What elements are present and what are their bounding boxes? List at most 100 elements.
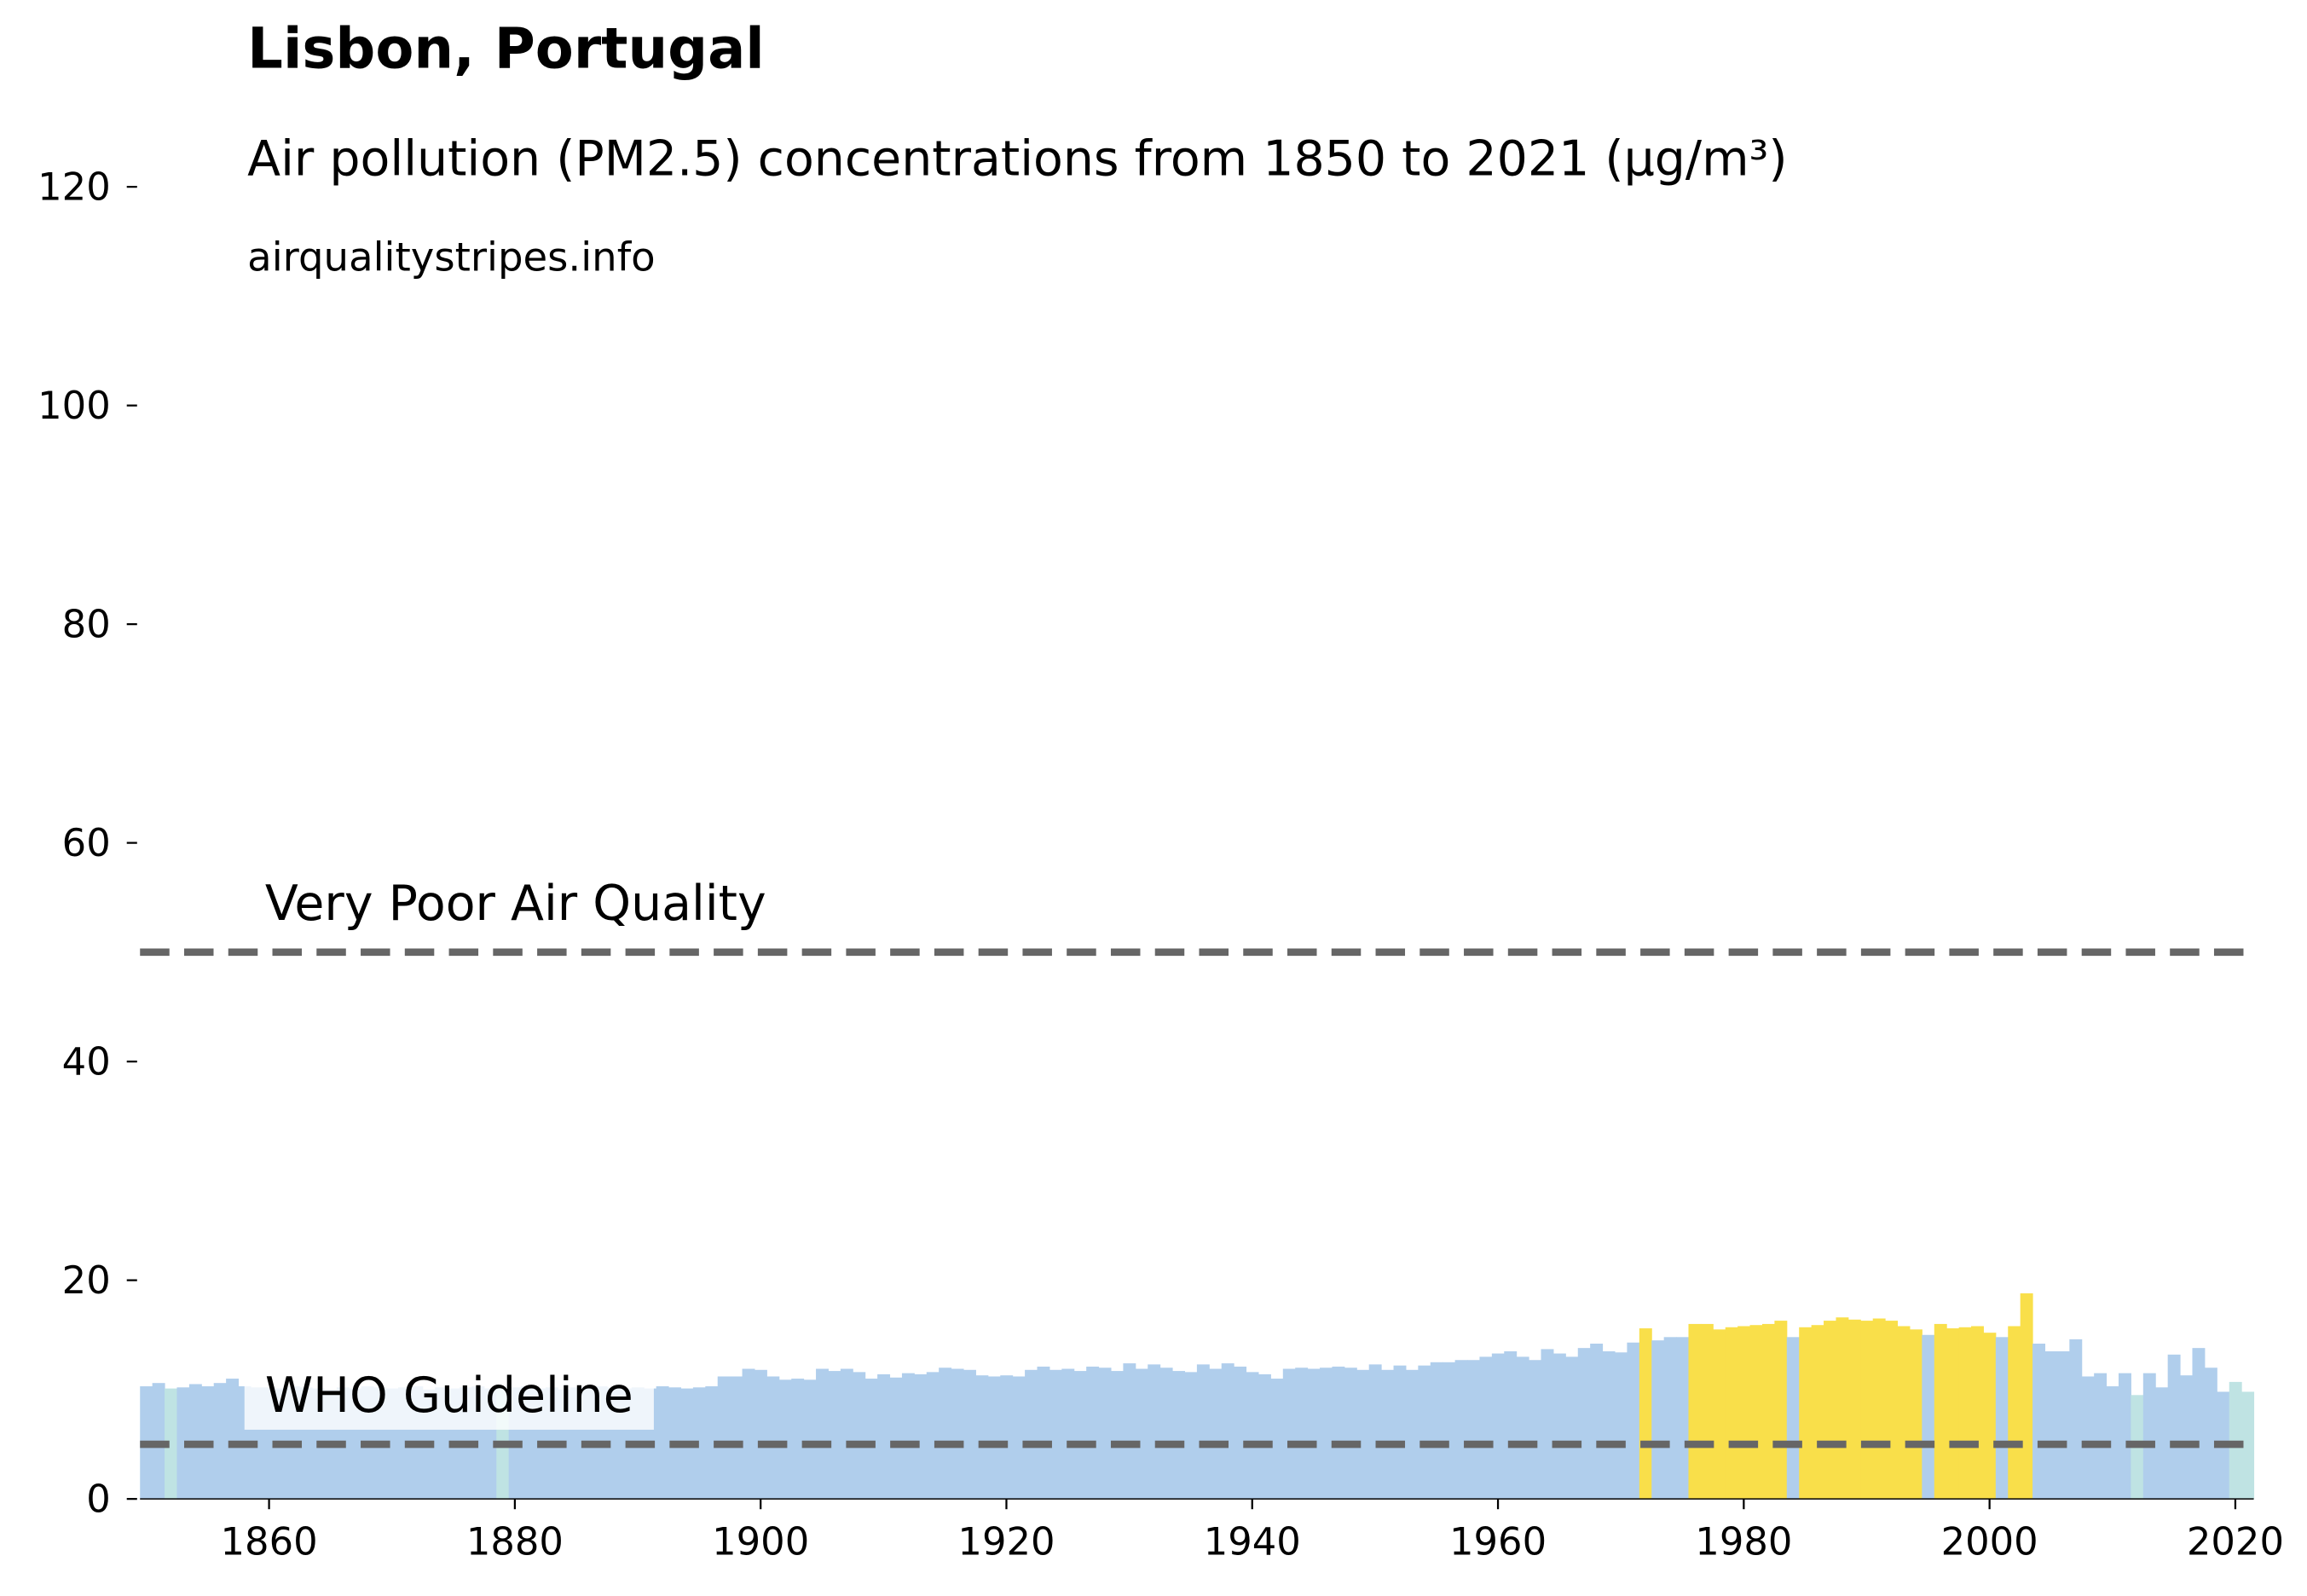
bar	[1307, 1368, 1321, 1500]
bar	[692, 1387, 706, 1500]
y-tick-label: 100	[38, 383, 111, 428]
bar	[1872, 1318, 1886, 1500]
bar	[1737, 1326, 1751, 1500]
bar	[1946, 1328, 1960, 1500]
bar	[1159, 1368, 1173, 1500]
bar	[1688, 1323, 1702, 1500]
bar	[754, 1369, 767, 1500]
bar	[1897, 1326, 1911, 1500]
x-tick-label: 1960	[1449, 1519, 1547, 1564]
bar	[840, 1368, 853, 1500]
bar	[1196, 1364, 1210, 1500]
bar	[1012, 1376, 1026, 1500]
x-tick-label: 1880	[466, 1519, 564, 1564]
bar	[730, 1376, 743, 1500]
chart-title: Lisbon, Portugal	[247, 16, 765, 81]
bar	[1504, 1350, 1518, 1500]
bar	[1282, 1368, 1296, 1500]
bar	[816, 1368, 829, 1500]
bar	[963, 1369, 976, 1500]
bar	[656, 1386, 669, 1500]
bar	[226, 1379, 240, 1500]
bar	[1258, 1373, 1271, 1500]
bar	[1651, 1340, 1665, 1500]
x-tick-label: 1940	[1204, 1519, 1301, 1564]
bar	[1700, 1323, 1714, 1500]
bar	[1995, 1337, 2009, 1500]
bar	[1467, 1360, 1480, 1500]
x-tick-label: 1980	[1695, 1519, 1792, 1564]
bar	[2118, 1373, 2131, 1500]
bar	[2008, 1326, 2021, 1500]
bar	[1516, 1356, 1529, 1500]
bar	[1811, 1325, 1824, 1500]
bar	[1454, 1360, 1468, 1500]
bar	[742, 1368, 755, 1500]
bar	[1098, 1368, 1112, 1500]
bar	[1529, 1360, 1542, 1500]
bar	[1761, 1323, 1775, 1500]
bar	[901, 1373, 915, 1500]
chart-source: airqualitystripes.info	[247, 234, 655, 280]
bar	[1824, 1321, 1836, 1500]
bar	[853, 1372, 866, 1500]
bar	[2142, 1373, 2156, 1500]
bar	[1270, 1379, 1284, 1500]
bar	[1368, 1364, 1382, 1500]
bar	[1356, 1369, 1370, 1500]
bar	[766, 1376, 780, 1500]
bar	[2069, 1339, 2083, 1500]
bar	[1184, 1372, 1198, 1500]
bar	[1725, 1327, 1738, 1500]
bar	[1418, 1365, 1431, 1500]
bar	[1234, 1366, 1247, 1500]
bar	[176, 1387, 190, 1500]
bar	[1320, 1368, 1333, 1500]
bar	[2155, 1387, 2169, 1500]
bar	[914, 1373, 928, 1500]
x-tick-label: 1920	[957, 1519, 1055, 1564]
bar	[1713, 1329, 1726, 1500]
bar	[1049, 1369, 1062, 1500]
label-background	[244, 1362, 654, 1430]
bar	[1971, 1326, 1984, 1500]
annotations: Very Poor Air Quality WHO Guideline	[140, 876, 2254, 1449]
chart-subtitle: Air pollution (PM2.5) concentrations fro…	[247, 130, 1787, 187]
bar	[1246, 1372, 1259, 1500]
bar	[2020, 1293, 2033, 1500]
bar	[1614, 1352, 1628, 1500]
bar	[165, 1388, 177, 1500]
y-tick-label: 120	[38, 165, 111, 210]
bar	[2167, 1354, 2181, 1500]
bar	[791, 1379, 805, 1500]
bar	[705, 1386, 719, 1500]
bar	[939, 1368, 952, 1500]
bar	[1639, 1328, 1652, 1500]
bar	[828, 1371, 841, 1500]
bar	[2192, 1348, 2206, 1500]
bar	[2081, 1376, 2095, 1500]
bar	[1061, 1368, 1075, 1500]
bar	[2241, 1391, 2255, 1500]
bar	[1577, 1348, 1591, 1500]
bar	[1123, 1363, 1136, 1500]
bar	[1479, 1356, 1493, 1500]
bar	[987, 1376, 1001, 1500]
bar	[1565, 1356, 1579, 1500]
bar	[1073, 1371, 1087, 1500]
bar	[926, 1372, 940, 1500]
y-tick-label: 20	[62, 1258, 111, 1303]
bar	[975, 1375, 989, 1500]
bar	[1860, 1321, 1874, 1500]
y-tick-label: 0	[86, 1477, 111, 1522]
bar	[1836, 1317, 1849, 1500]
bar	[1221, 1363, 1234, 1500]
bar	[1405, 1369, 1419, 1500]
bar	[1885, 1321, 1899, 1500]
bar	[1958, 1327, 1972, 1500]
bar	[951, 1368, 964, 1500]
bar	[1037, 1366, 1050, 1500]
bar	[1909, 1329, 1922, 1500]
